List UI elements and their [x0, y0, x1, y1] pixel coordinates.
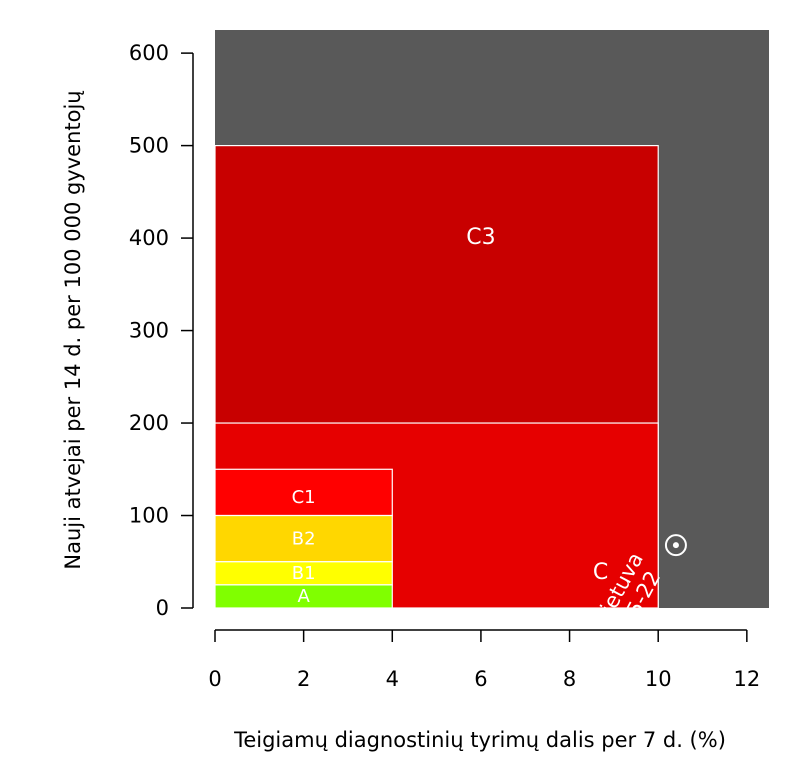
- zone-a: [214, 584, 393, 609]
- x-tick-label: 6: [474, 667, 487, 691]
- zones: [214, 145, 659, 609]
- y-tick-label: 500: [129, 134, 169, 158]
- data-point-ring: [664, 534, 687, 557]
- zone-label-a: A: [297, 586, 310, 607]
- data-point: [672, 542, 679, 549]
- zone-label-c: C: [593, 560, 608, 585]
- y-tick-label: 0: [156, 596, 169, 620]
- zone-labels: C3 C1 B2 B1A C: [292, 225, 609, 607]
- zone-label-b1: B1: [292, 563, 316, 584]
- zone-label-b2: B2: [292, 529, 316, 550]
- x-axis: 0 2 4 6 8 10 12: [208, 629, 760, 691]
- y-tick-label: 200: [129, 411, 169, 435]
- y-axis: 0 100 200 300 400 500 600: [129, 41, 194, 620]
- zone-label-c1: C1: [292, 487, 316, 508]
- x-tick-label: 8: [563, 667, 576, 691]
- y-tick-label: 400: [129, 226, 169, 250]
- y-axis-title: Nauji atvejai per 14 d. per 100 000 gyve…: [61, 90, 85, 569]
- x-tick-label: 0: [208, 667, 221, 691]
- x-axis-title: Teigiamų diagnostinių tyrimų dalis per 7…: [233, 728, 726, 752]
- x-tick-label: 10: [645, 667, 672, 691]
- x-tick-label: 2: [297, 667, 310, 691]
- zone-label-c3: C3: [466, 225, 495, 250]
- y-tick-label: 600: [129, 41, 169, 65]
- y-tick-label: 300: [129, 319, 169, 343]
- x-tick-label: 4: [386, 667, 399, 691]
- x-tick-label: 12: [733, 667, 760, 691]
- zone-c1: [214, 468, 393, 517]
- y-tick-label: 100: [129, 504, 169, 528]
